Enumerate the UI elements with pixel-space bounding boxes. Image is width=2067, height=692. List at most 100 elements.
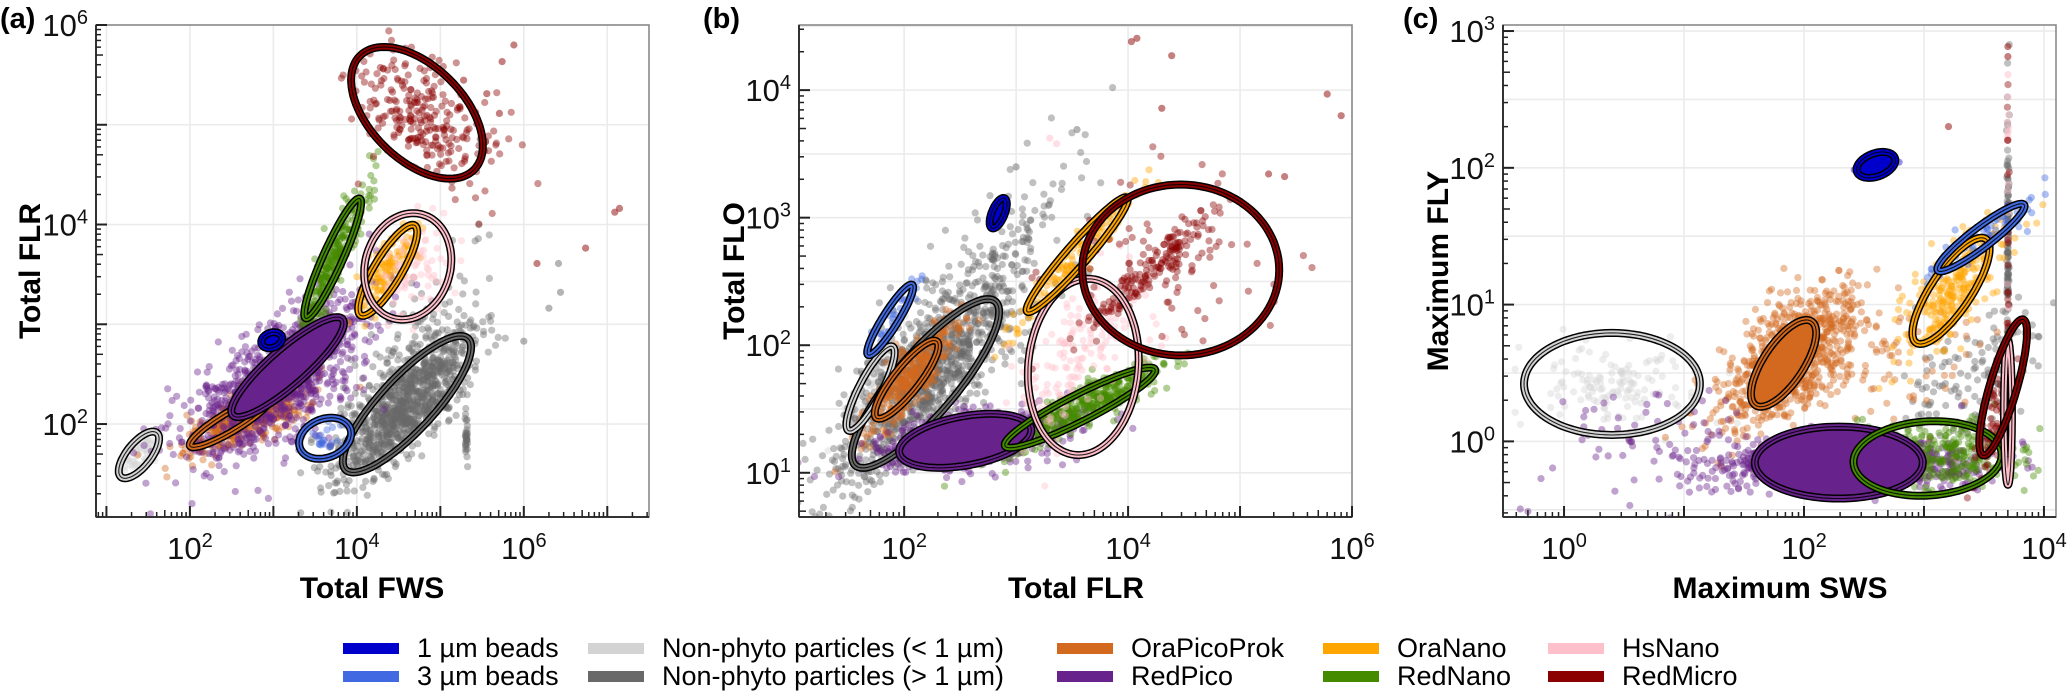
scatter-point-np_large <box>463 445 471 454</box>
scatter-point-np_large <box>371 418 379 426</box>
scatter-point-np_large <box>411 407 420 415</box>
scatter-point-np_large <box>384 475 392 483</box>
scatter-point-RedPico <box>175 434 183 442</box>
scatter-point-np_large <box>400 407 409 416</box>
scatter-point-np_large <box>383 440 391 448</box>
scatter-point-np_large <box>394 414 402 422</box>
scatter-point-RedMicro <box>459 134 468 142</box>
scatter-point-OraPicoProk <box>179 449 187 457</box>
scatter-point-RedPico <box>343 305 351 313</box>
scatter-point-HsNano <box>384 321 392 329</box>
scatter-point-np_large <box>434 420 442 428</box>
scatter-point-RedMicro <box>354 180 362 188</box>
scatter-point-np_large <box>1006 223 1014 231</box>
scatter-point-np_large <box>430 371 438 380</box>
scatter-point-np_large <box>393 430 401 438</box>
scatter-point-RedPico <box>288 416 296 424</box>
scatter-point-np_large <box>424 406 432 414</box>
scatter-point-RedPico <box>168 396 176 405</box>
scatter-point-np_large <box>770 546 777 553</box>
scatter-point-np_large <box>415 392 423 400</box>
scatter-point-OraPicoProk <box>248 424 256 432</box>
scatter-point-np_large <box>385 404 393 412</box>
scatter-point-np_large <box>356 403 364 411</box>
scatter-point-RedPico <box>242 330 250 338</box>
scatter-point-np_large <box>349 453 357 461</box>
scatter-point-np_large <box>444 346 452 354</box>
scatter-point-np_large <box>384 413 392 422</box>
scatter-point-np_large <box>428 375 436 383</box>
scatter-point-np_large <box>484 348 492 356</box>
scatter-point-np_large <box>462 431 470 440</box>
scatter-point-np_large <box>399 416 407 424</box>
scatter-point-np_large <box>400 383 408 391</box>
scatter-point-np_large <box>420 368 428 376</box>
scatter-point-RedPico <box>376 326 384 334</box>
scatter-point-np_large <box>418 452 426 460</box>
scatter-point-np_large <box>408 371 416 379</box>
scatter-point-RedMicro <box>450 164 458 172</box>
scatter-point-np_large <box>414 412 423 420</box>
scatter-point-np_large <box>397 421 405 429</box>
scatter-point-np_large <box>395 389 403 397</box>
scatter-point-np_large <box>945 295 954 303</box>
scatter-point-np_large <box>364 436 372 444</box>
scatter-point-np_large <box>387 395 395 403</box>
scatter-point-np_large <box>370 421 378 429</box>
scatter-point-np_large <box>405 414 413 422</box>
scatter-point-RedMicro <box>455 144 463 153</box>
scatter-point-RedPico <box>296 391 305 399</box>
scatter-point-np_large <box>809 435 817 443</box>
scatter-point-np_large <box>360 450 368 458</box>
scatter-point-np_large <box>423 386 431 394</box>
scatter-point-RedPico <box>330 291 338 299</box>
scatter-point-np_large <box>448 363 456 371</box>
scatter-point-np_large <box>375 433 383 441</box>
scatter-point-OraPicoProk <box>265 411 273 419</box>
scatter-point-np_large <box>1012 250 1020 258</box>
scatter-point-np_large <box>981 388 989 396</box>
scatter-point-OraPicoProk <box>177 452 185 460</box>
scatter-point-RedPico <box>380 405 388 413</box>
scatter-point-RedPico <box>251 447 260 455</box>
scatter-point-np_large <box>387 438 395 446</box>
scatter-point-np_large <box>432 329 440 337</box>
scatter-point-RedPico <box>246 438 254 446</box>
scatter-point-RedPico <box>330 380 338 388</box>
scatter-point-np_large <box>466 324 474 332</box>
scatter-point-HsNano <box>409 326 417 334</box>
scatter-point-np_large <box>359 483 367 491</box>
scatter-point-np_large <box>377 413 385 421</box>
scatter-point-RedMicro <box>388 61 396 69</box>
scatter-point-np_large <box>421 365 430 373</box>
scatter-point-np_large <box>886 284 895 292</box>
scatter-point-np_large <box>387 413 395 421</box>
scatter-point-RedPico <box>303 380 311 388</box>
scatter-point-RedPico <box>241 343 249 351</box>
scatter-point-np_large <box>1048 213 1056 221</box>
scatter-point-np_large <box>327 443 335 451</box>
scatter-point-np_large <box>1023 139 1031 147</box>
scatter-point-np_large <box>358 447 366 455</box>
scatter-point-np_large <box>367 453 375 461</box>
scatter-point-np_large <box>480 327 488 335</box>
scatter-point-np_large <box>388 410 396 419</box>
scatter-point-np_large <box>379 442 387 450</box>
scatter-point-np_large <box>428 370 436 378</box>
scatter-point-np_large <box>976 242 984 250</box>
scatter-point-np_large <box>379 373 387 381</box>
scatter-point-RedMicro <box>427 103 435 112</box>
scatter-point-np_large <box>447 345 455 353</box>
scatter-point-OraPicoProk <box>295 412 303 420</box>
scatter-point-np_large <box>462 410 470 418</box>
scatter-point-RedPico <box>215 403 223 411</box>
scatter-point-OraPicoProk <box>273 403 281 411</box>
scatter-point-np_large <box>905 320 913 328</box>
scatter-point-OraNano <box>374 285 382 293</box>
scatter-point-np_large <box>370 474 378 482</box>
scatter-point-np_large <box>973 216 982 224</box>
scatter-point-np_large <box>393 405 402 413</box>
scatter-point-np_large <box>462 436 471 444</box>
scatter-point-np_large <box>404 388 412 396</box>
scatter-point-OraPicoProk <box>963 314 971 322</box>
